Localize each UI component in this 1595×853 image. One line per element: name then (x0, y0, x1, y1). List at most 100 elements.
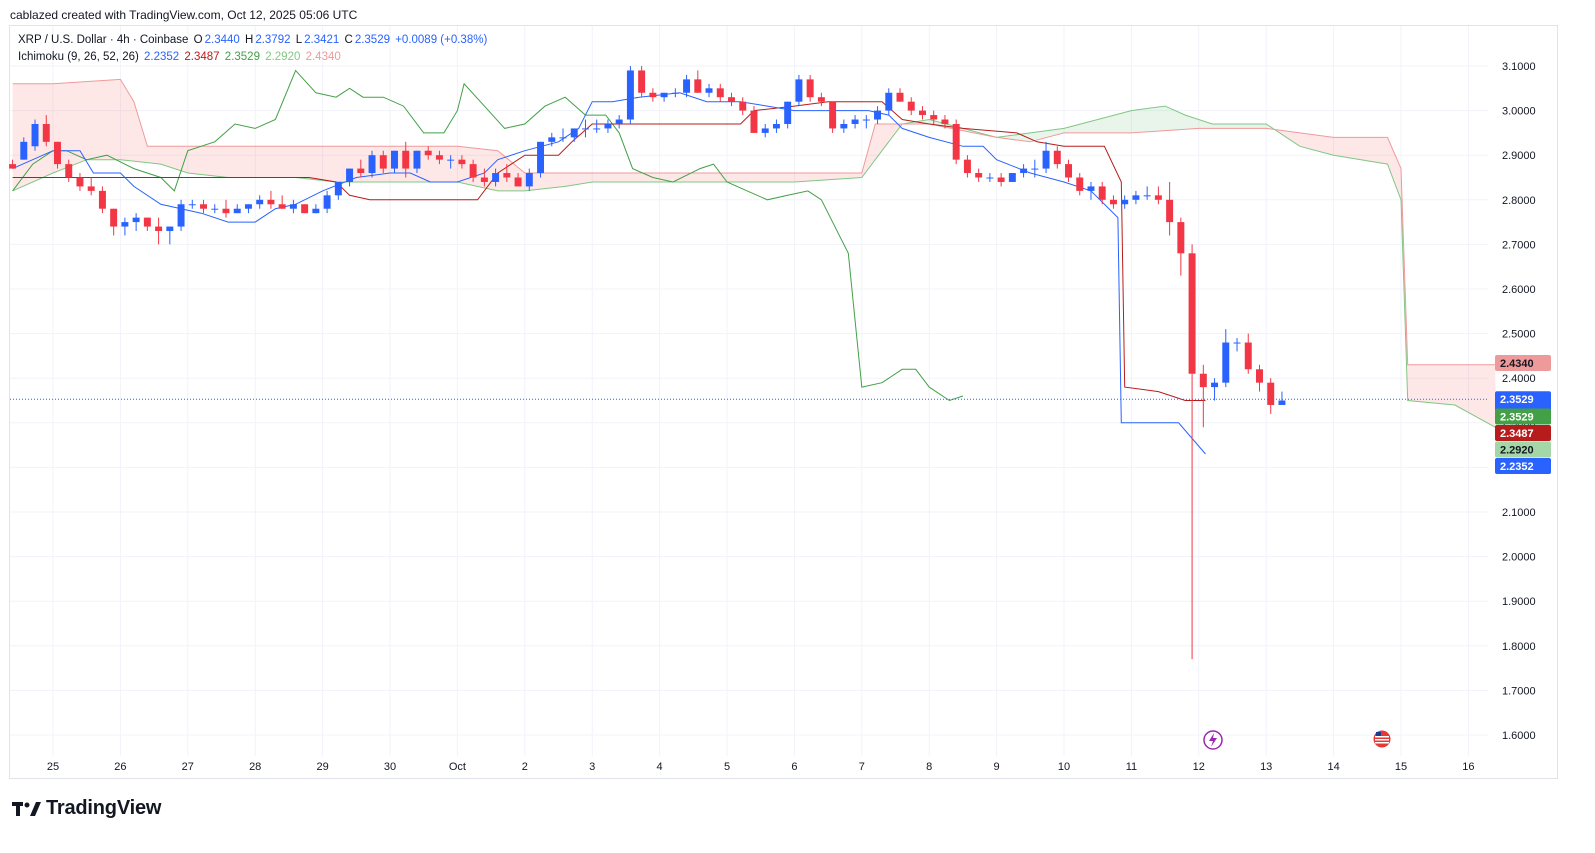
candle-body (20, 141, 28, 160)
x-tick-label: 12 (1193, 761, 1205, 773)
economic-event-icon[interactable] (1372, 729, 1392, 749)
x-tick-label: 28 (249, 761, 261, 773)
candle-down (9, 159, 17, 169)
candle-body (54, 141, 61, 165)
candle-body (649, 92, 657, 98)
price-badge-bg (1495, 408, 1551, 425)
candle-body (975, 173, 983, 178)
y-tick-label: 2.0000 (1502, 552, 1536, 564)
candle-body (458, 159, 466, 165)
candle-up (312, 204, 320, 214)
y-tick-label: 2.8000 (1502, 195, 1536, 207)
dividend-event-icon[interactable] (1203, 730, 1223, 750)
tradingview-logo[interactable]: TradingView (12, 797, 161, 820)
candle-body (581, 128, 589, 130)
candle-up (840, 119, 848, 133)
candle-body (1098, 186, 1106, 200)
price-badge: 2.3487 (1495, 425, 1551, 442)
candle-body (963, 159, 971, 174)
x-tick-label: 7 (859, 761, 865, 773)
x-tick-label: 15 (1395, 761, 1407, 773)
candle-down (76, 173, 84, 191)
candle-down (941, 115, 949, 129)
candle-body (896, 92, 904, 102)
y-tick-label: 1.9000 (1502, 596, 1536, 608)
candle-body (256, 199, 264, 205)
candle-down (1053, 146, 1061, 169)
candle-body (750, 110, 758, 133)
symbol-legend[interactable]: XRP / U.S. Dollar · 4h · Coinbase O 2.344… (18, 34, 489, 46)
symbol-title[interactable]: XRP / U.S. Dollar · 4h · Coinbase (18, 34, 189, 46)
candle-body (391, 150, 398, 169)
candle-down (750, 106, 758, 133)
candle-up (1278, 391, 1286, 405)
candle-down (952, 119, 960, 165)
candle-down (1199, 364, 1207, 428)
price-badge-value: 2.3529 (1500, 394, 1534, 406)
candle-body (548, 137, 556, 142)
chart-frame[interactable] (9, 25, 1558, 779)
span-b-line (12, 78, 1496, 366)
indicator-legend[interactable]: Ichimoku (9, 26, 52, 26) 2.2352 2.3487 2… (18, 51, 343, 63)
candle-body (1267, 382, 1275, 405)
candle-down (817, 92, 825, 107)
candle-body (435, 155, 443, 160)
candle-body (593, 128, 601, 130)
candle-body (200, 204, 208, 209)
candle-body (986, 177, 994, 179)
candle-up (368, 150, 376, 178)
x-tick-label: 27 (182, 761, 194, 773)
ichimoku-chikou-value: 2.3529 (224, 51, 260, 63)
candle-up (346, 168, 354, 187)
kijun-line (12, 101, 1206, 401)
candle-body (930, 115, 938, 120)
candle-down (110, 208, 118, 236)
candle-up (1042, 141, 1050, 174)
candle-body (1087, 186, 1095, 191)
candle-down (424, 146, 432, 160)
candle-down (42, 115, 50, 147)
grid-lines (10, 26, 1488, 756)
candle-body (683, 79, 691, 93)
candle-down (728, 92, 735, 107)
x-tick-label: 10 (1058, 761, 1070, 773)
candle-up (31, 119, 39, 151)
candle-body (840, 123, 848, 129)
candle-up (761, 123, 769, 138)
candle-up (289, 199, 297, 214)
candle-body (379, 155, 387, 169)
candle-up (1211, 378, 1219, 401)
candle-body (1177, 222, 1185, 254)
candle-up (413, 150, 421, 174)
candle-up (1087, 181, 1095, 200)
ichimoku-tenkan-value: 2.2352 (144, 51, 180, 63)
candle-body (9, 164, 17, 169)
price-badge-value: 2.2920 (1500, 445, 1534, 457)
x-tick-label: 9 (994, 761, 1000, 773)
price-badge-value: 2.2352 (1500, 461, 1534, 473)
candle-up (1020, 164, 1028, 178)
price-badge-bg (1495, 458, 1551, 475)
x-tick-label: 2 (522, 761, 528, 773)
candle-up (537, 141, 545, 178)
candle-body (278, 204, 286, 209)
candle-body (1132, 195, 1140, 200)
x-tick-label: 30 (384, 761, 396, 773)
candle-body (1053, 150, 1061, 165)
candle-body (469, 164, 477, 178)
high-label: H (245, 34, 254, 46)
candle-body (1008, 173, 1016, 182)
indicator-name[interactable]: Ichimoku (9, 26, 52, 26) (18, 51, 139, 63)
change-value: +0.0089 (+0.38%) (395, 34, 488, 46)
candle-up (626, 66, 634, 124)
candle-body (862, 119, 870, 121)
candle-up (615, 115, 623, 129)
candle-body (874, 110, 882, 120)
candle-down (829, 101, 837, 133)
candle-body (907, 101, 915, 111)
candle-down (480, 168, 488, 187)
candle-down (503, 164, 511, 182)
candle-body (334, 181, 342, 196)
candle-up (660, 92, 668, 102)
